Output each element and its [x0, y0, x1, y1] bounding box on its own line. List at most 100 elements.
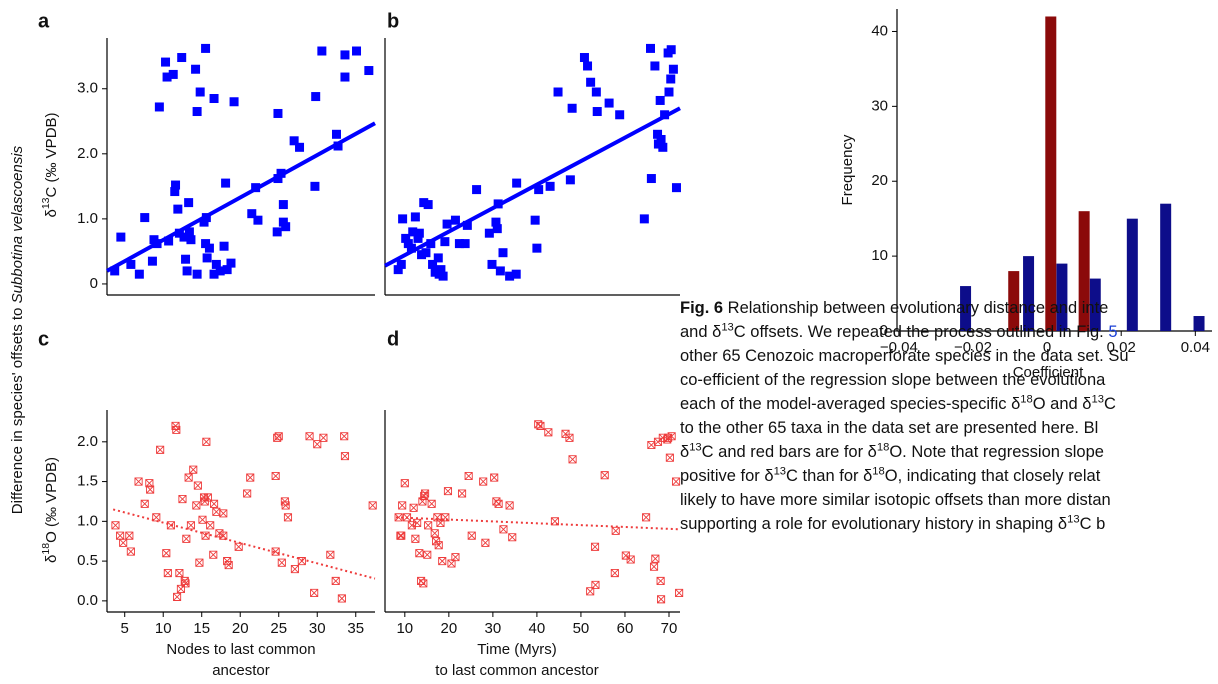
point: [536, 421, 545, 430]
point: [110, 266, 120, 276]
y-tick-label: 2.0: [77, 433, 98, 450]
x-tick-label: 40: [529, 620, 546, 637]
point: [154, 102, 164, 112]
text-run: 13: [1091, 393, 1104, 406]
point: [655, 95, 665, 105]
bar: [1089, 278, 1101, 331]
point: [181, 579, 190, 588]
point: [201, 239, 211, 249]
point: [368, 501, 377, 510]
point: [234, 542, 243, 551]
text-run: 13: [721, 321, 734, 334]
point: [438, 271, 448, 281]
x-tick-label: 25: [270, 620, 287, 637]
text-run: C (‰ VPDB): [43, 112, 60, 197]
caption-line: co-efficient of the regression slope bet…: [680, 368, 1218, 392]
y-axis-label: δ18O (‰ VPDB): [40, 457, 60, 563]
point: [393, 265, 403, 275]
trend-line: [106, 121, 376, 273]
caption-line: positive for δ13C than for δ18O, indicat…: [680, 464, 1218, 488]
y-tick-label: 1.0: [77, 512, 98, 529]
point: [406, 243, 416, 253]
point: [173, 592, 182, 601]
point: [134, 477, 143, 486]
point: [534, 185, 544, 195]
point: [229, 97, 239, 107]
point: [178, 495, 187, 504]
point: [611, 526, 620, 535]
point: [462, 220, 472, 230]
text-run: Fig. 6: [680, 299, 724, 317]
x-tick-label: 20: [232, 620, 249, 637]
panel-label: a: [38, 10, 50, 32]
y-tick-label: 0.5: [77, 552, 98, 569]
point: [487, 259, 497, 269]
point: [305, 432, 314, 441]
point: [281, 222, 291, 232]
text-run: Subbotina velascoensis: [9, 145, 26, 303]
point: [156, 445, 165, 454]
point: [273, 108, 283, 118]
point: [310, 181, 320, 191]
x-tick-label: −0.04: [880, 339, 918, 356]
text-run: δ: [43, 555, 60, 563]
y-tick-label: 1.5: [77, 473, 98, 490]
point: [172, 425, 181, 434]
point: [364, 66, 374, 76]
point: [646, 43, 655, 53]
text-run: 18: [876, 441, 890, 454]
point: [289, 136, 299, 146]
point: [626, 555, 635, 564]
point: [508, 533, 517, 542]
point: [193, 481, 202, 490]
point: [505, 271, 515, 281]
x-tick-label: 15: [193, 620, 210, 637]
point: [177, 53, 187, 63]
point: [111, 521, 120, 530]
point: [421, 248, 431, 258]
text-run: C: [1103, 395, 1116, 413]
point: [152, 513, 161, 522]
point: [467, 531, 476, 540]
point: [418, 497, 427, 506]
trend-line: [112, 508, 376, 580]
point: [394, 513, 403, 522]
point: [479, 477, 488, 486]
text-run: Frequency: [839, 134, 856, 205]
text-run: 13: [40, 197, 52, 209]
x-axis-label: Nodes to last common: [166, 641, 315, 658]
point: [278, 217, 288, 227]
bar: [1160, 203, 1172, 331]
point: [460, 239, 470, 249]
point: [657, 595, 666, 604]
point: [401, 233, 411, 243]
bar: [960, 286, 972, 331]
point: [530, 215, 540, 225]
point: [642, 513, 651, 522]
point: [591, 87, 601, 97]
point: [675, 588, 684, 597]
text-run: positive for δ: [680, 467, 774, 485]
text-run: 18: [872, 465, 885, 478]
text-run: and δ: [680, 323, 722, 341]
point: [201, 43, 211, 53]
point: [164, 236, 174, 246]
y-tick-label: 10: [871, 247, 888, 264]
point: [182, 266, 192, 276]
text-run: O. Note that regression slope: [889, 443, 1104, 461]
point: [499, 525, 508, 534]
point: [666, 45, 676, 55]
point: [615, 110, 625, 120]
caption-line: other 65 Cenozoic macroperforate species…: [680, 344, 1218, 368]
point: [411, 534, 420, 543]
point: [311, 92, 321, 102]
point: [191, 64, 201, 74]
point: [421, 489, 430, 498]
point: [492, 224, 502, 234]
point: [224, 561, 233, 570]
point: [397, 531, 406, 540]
y-tick-label: 2.0: [77, 145, 98, 162]
text-run: O (‰ VPDB): [43, 457, 60, 543]
figure-link[interactable]: 5: [1108, 323, 1118, 341]
figure-y-label: Difference in species' offsets to Subbot…: [9, 145, 26, 514]
